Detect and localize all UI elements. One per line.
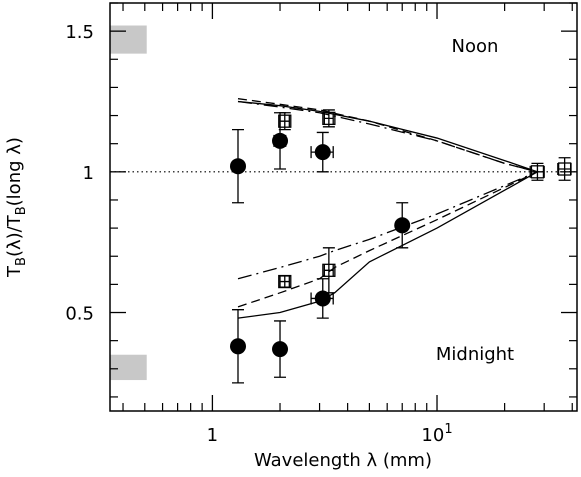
data-point: [229, 158, 246, 175]
data-point: [530, 165, 545, 179]
data-point: [322, 263, 336, 277]
y-tick-label: 1: [83, 163, 94, 184]
model-line: [237, 98, 538, 173]
y-label-part: (long λ): [4, 137, 25, 206]
y-label-part: T: [4, 265, 25, 278]
data-point: [314, 290, 331, 307]
x-error-bar: [279, 115, 290, 128]
x-tick-label: 1: [207, 425, 218, 446]
data-point: [272, 132, 289, 149]
data-point: [272, 341, 289, 358]
y-label-part: (λ)/T: [4, 214, 25, 257]
plot-frame: [109, 2, 578, 412]
x-tick-label: 101: [421, 422, 452, 446]
x-axis-label: Wavelength λ (mm): [254, 450, 432, 471]
data-point: [229, 338, 246, 355]
data-point: [394, 217, 411, 234]
model-line: [237, 171, 538, 319]
y-tick-label: 0.5: [65, 304, 94, 325]
plot: [110, 25, 577, 384]
band: [110, 354, 147, 381]
model-line: [237, 171, 538, 280]
annotation: Midnight: [436, 344, 514, 365]
y-tick-label: 1.5: [65, 22, 94, 43]
band: [110, 25, 147, 54]
y-label-sub: B: [14, 206, 29, 215]
data-point: [314, 144, 331, 161]
y-axis-label: TB(λ)/TB(long λ): [4, 137, 29, 278]
y-label-sub: B: [14, 257, 29, 266]
x-tick-label-exp: 1: [444, 422, 452, 437]
data-point: [278, 274, 292, 289]
annotation: Noon: [452, 36, 499, 57]
data-point: [557, 162, 572, 176]
model-line: [237, 171, 538, 308]
model-line: [237, 100, 538, 173]
x-tick-label-base: 10: [421, 425, 444, 446]
data-point: [278, 114, 292, 128]
x-error-bar: [279, 275, 290, 288]
